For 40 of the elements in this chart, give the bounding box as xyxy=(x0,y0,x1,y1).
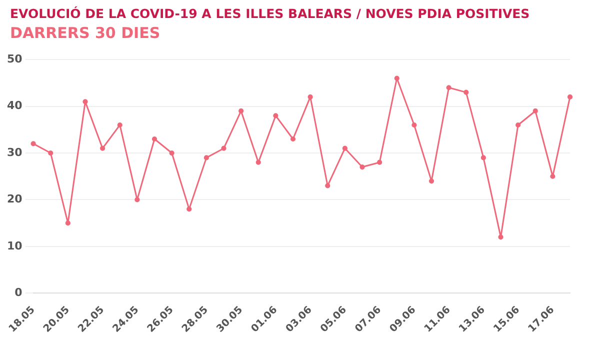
point xyxy=(256,160,261,165)
point xyxy=(550,174,556,179)
point xyxy=(30,141,36,146)
point xyxy=(48,150,54,156)
point xyxy=(82,99,88,104)
point xyxy=(308,94,313,100)
point xyxy=(325,183,330,188)
point xyxy=(342,146,348,151)
point xyxy=(273,113,278,118)
point xyxy=(446,85,452,90)
y-tick-label: 30 xyxy=(6,146,23,159)
point xyxy=(238,108,244,114)
y-tick-label: 10 xyxy=(6,239,23,252)
point xyxy=(100,146,106,151)
point xyxy=(117,122,122,128)
y-tick-label: 50 xyxy=(6,52,23,66)
point xyxy=(360,164,365,170)
point xyxy=(516,122,521,128)
point xyxy=(428,178,434,184)
point xyxy=(204,155,209,160)
y-tick-label: 20 xyxy=(6,192,23,206)
point xyxy=(464,90,469,95)
point xyxy=(498,234,504,240)
point xyxy=(134,197,140,202)
chart-title: EVOLUCIÓ DE LA COVID-19 A LES ILLES BALEARS / NOVES PDIA POSITIVES xyxy=(10,6,530,21)
chart-subtitle: DARRERS 30 DIES xyxy=(10,24,160,42)
point xyxy=(567,94,573,100)
point xyxy=(532,108,538,114)
point xyxy=(221,146,226,151)
point xyxy=(412,122,417,128)
point xyxy=(186,206,192,212)
point xyxy=(480,155,486,160)
point xyxy=(152,136,158,142)
point xyxy=(290,136,296,142)
point xyxy=(394,76,400,81)
point xyxy=(65,220,70,226)
y-tick-label: 0 xyxy=(14,286,23,300)
point xyxy=(169,150,174,156)
y-tick-label: 40 xyxy=(6,99,23,112)
point xyxy=(377,160,382,165)
